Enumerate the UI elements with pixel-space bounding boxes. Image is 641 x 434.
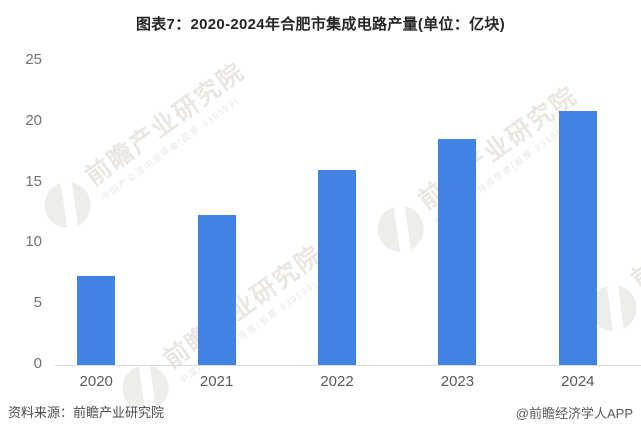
x-axis-labels: 2020 2021 2022 2023 2024: [36, 373, 638, 390]
bar-2020: [77, 275, 116, 365]
bar-slot: [156, 60, 276, 365]
y-tick-label: 0: [33, 355, 42, 372]
credit-note: @前瞻经济学人APP: [515, 406, 633, 421]
bar-slot: [397, 60, 517, 365]
bar-slot: [277, 60, 397, 365]
y-tick-label: 10: [25, 233, 42, 251]
bars-layer: [36, 60, 638, 365]
x-axis-line: [55, 365, 641, 366]
bar-slot: [518, 60, 638, 365]
x-tick-label: 2024: [561, 373, 595, 390]
y-tick-label: 20: [25, 111, 42, 129]
bar-2024: [558, 111, 597, 365]
bar-2023: [438, 139, 477, 365]
source-note: 资料来源：前瞻产业研究院: [8, 405, 165, 420]
x-tick-label: 2021: [199, 373, 234, 390]
y-tick-label: 5: [33, 294, 42, 312]
page-title: 图表7：2020-2024年合肥市集成电路产量(单位：亿块): [135, 16, 506, 33]
bar-slot: [36, 60, 156, 365]
x-tick-label: 2020: [79, 373, 113, 390]
x-tick-label: 2023: [440, 373, 475, 390]
y-tick-label: 25: [25, 51, 42, 68]
x-tick-label: 2022: [320, 373, 354, 390]
bar-2022: [318, 169, 357, 365]
bar-2021: [197, 214, 236, 365]
